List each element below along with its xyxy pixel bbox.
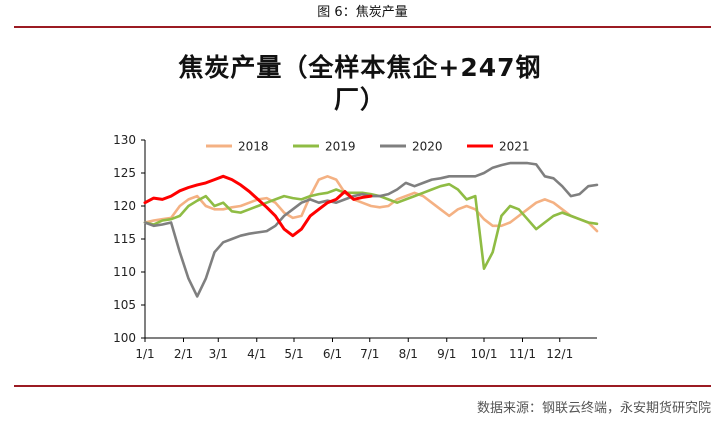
y-tick-label: 110 xyxy=(113,265,136,279)
series-line-2019 xyxy=(143,182,599,271)
y-tick-label: 130 xyxy=(113,133,136,147)
legend-label-2019: 2019 xyxy=(325,140,356,154)
x-tick-label: 6/1 xyxy=(323,347,342,361)
x-tick-label: 2/1 xyxy=(174,347,193,361)
legend: 2018 2019 2020 2021 xyxy=(206,140,530,154)
series-line-2020 xyxy=(143,161,599,298)
y-tick-label: 120 xyxy=(113,199,136,213)
x-tick-label: 5/1 xyxy=(284,347,303,361)
y-tick-label: 115 xyxy=(113,232,136,246)
bottom-rule xyxy=(14,385,711,387)
legend-label-2021: 2021 xyxy=(499,140,530,154)
y-tick-label: 105 xyxy=(113,298,136,312)
legend-label-2020: 2020 xyxy=(412,140,443,154)
axes: 100 105 110 115 120 125 130 1/1 2/1 3/1 4/1 5/1 6/1 7… xyxy=(113,133,597,361)
series-line-2021 xyxy=(143,174,373,238)
top-rule xyxy=(14,26,711,28)
x-tick-label: 12/1 xyxy=(546,347,573,361)
source-note: 数据来源：钢联云终端，永安期货研究院 xyxy=(476,401,711,416)
series-layer xyxy=(143,161,599,298)
x-tick-label: 4/1 xyxy=(247,347,266,361)
x-tick-label: 8/1 xyxy=(399,347,418,361)
chart-title: 焦炭产量（全样本焦企+247钢 厂） xyxy=(140,52,580,116)
y-tick-label: 100 xyxy=(113,331,136,345)
x-tick-label: 9/1 xyxy=(437,347,456,361)
legend-label-2018: 2018 xyxy=(238,140,269,154)
x-tick-label: 11/1 xyxy=(509,347,536,361)
x-tick-label: 1/1 xyxy=(135,347,154,361)
x-tick-label: 3/1 xyxy=(209,347,228,361)
y-tick-label: 125 xyxy=(113,166,136,180)
x-tick-label: 7/1 xyxy=(360,347,379,361)
figure-caption: 图 6：焦炭产量 xyxy=(317,5,408,20)
x-tick-label: 10/1 xyxy=(471,347,498,361)
chart-title-line-2: 厂） xyxy=(333,85,386,114)
chart-title-line-1: 焦炭产量（全样本焦企+247钢 xyxy=(178,53,542,82)
